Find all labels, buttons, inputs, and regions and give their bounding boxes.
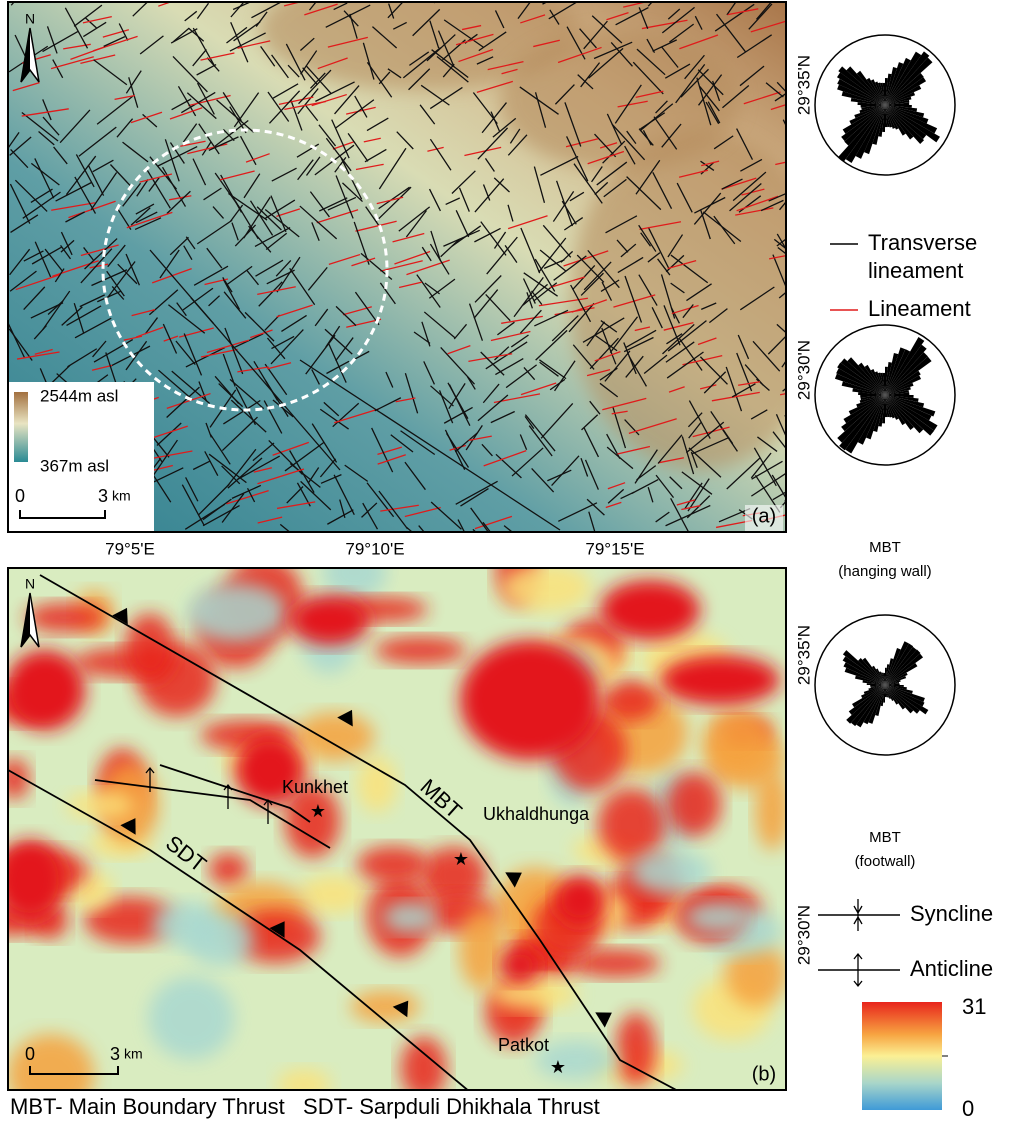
fold-label: Anticline: [910, 956, 993, 981]
latitude: 29°35'N: [794, 625, 813, 685]
figure: 2544m asl367m asl03km(a) ★★★KunkhetUkhal…: [0, 0, 1026, 1124]
density-peak: [290, 595, 370, 645]
elev-max: 2544m asl: [40, 386, 118, 405]
fold-label: Syncline: [910, 901, 993, 926]
density-peak: [500, 947, 540, 983]
north-label: N: [25, 11, 35, 27]
density-peak: [660, 655, 780, 705]
scale-end: 3: [110, 1044, 120, 1064]
rose-caption: (footwall): [855, 853, 916, 870]
scale-unit: km: [112, 488, 131, 504]
latitude: 29°30'N: [794, 340, 813, 400]
place-star: ★: [310, 801, 326, 821]
place-label: Patkot: [498, 1035, 549, 1055]
scale-start: 0: [25, 1044, 35, 1064]
density-blob: [685, 902, 750, 932]
density-peak: [5, 650, 85, 730]
north-label: N: [25, 576, 35, 592]
density-blob: [602, 680, 659, 721]
rose-caption: MBT: [869, 829, 901, 846]
density-blob: [755, 771, 789, 851]
scale-start: 0: [15, 486, 25, 506]
latitude: 29°35'N: [794, 55, 813, 115]
rose-caption: MBT: [869, 539, 901, 556]
density-peak: [600, 580, 700, 640]
scale-unit: km: [124, 1046, 143, 1062]
longitude: 79°5'E: [105, 539, 155, 558]
density-blob: [209, 853, 248, 886]
place-label: Kunkhet: [282, 777, 348, 797]
density-blob: [374, 637, 466, 664]
density-blob: [630, 850, 711, 894]
legend-text: lineament: [868, 258, 963, 283]
density-blob: [350, 991, 419, 1023]
elev-min: 367m asl: [40, 456, 109, 475]
longitude: 79°15'E: [585, 539, 644, 558]
lineament: [785, 147, 826, 156]
density-blob: [66, 791, 135, 819]
panel-b: ★★★KunkhetUkhaldhungaPatkotMBTSDT03km(b): [0, 538, 789, 1115]
place-star: ★: [550, 1057, 566, 1077]
footer: MBT- Main Boundary Thrust SDT- Sarpduli …: [10, 1094, 600, 1119]
panel-a: 2544m asl 367m asl 0 3km (a): [8, 0, 830, 563]
lineament: [785, 415, 803, 444]
density-blob: [459, 908, 504, 990]
panel-label: (b): [752, 1063, 776, 1085]
colorbar: [862, 1002, 942, 1110]
legend-text: Lineament: [868, 296, 971, 321]
colorbar-max: 31: [962, 994, 986, 1019]
density-blob: [383, 903, 438, 933]
panel-label: (a): [752, 505, 776, 527]
lineament: [473, 529, 509, 563]
latitude: 29°30'N: [794, 905, 813, 965]
density-blob: [148, 977, 234, 1060]
density-blob: [187, 583, 287, 642]
colorbar-min: 0: [962, 1096, 974, 1121]
density-blob: [703, 709, 772, 772]
elevation-ramp: [14, 392, 28, 462]
legend-text: Transverse: [868, 230, 977, 255]
place-label: Ukhaldhunga: [483, 804, 590, 824]
place-star: ★: [453, 849, 469, 869]
density-blob: [598, 788, 666, 861]
density-blob: [185, 913, 254, 967]
density-peak: [555, 875, 605, 925]
density-blob: [357, 756, 397, 812]
longitude: 79°10'E: [345, 539, 404, 558]
density-blob: [501, 564, 592, 612]
lineament: [715, 531, 724, 546]
density-blob: [25, 603, 106, 633]
density-blob: [666, 772, 721, 836]
density-peak: [460, 640, 600, 760]
density-blob: [490, 977, 578, 1010]
rose-caption: (hanging wall): [838, 563, 931, 580]
scale-end: 3: [98, 486, 108, 506]
density-blob: [300, 875, 366, 914]
density-blob: [357, 846, 429, 883]
